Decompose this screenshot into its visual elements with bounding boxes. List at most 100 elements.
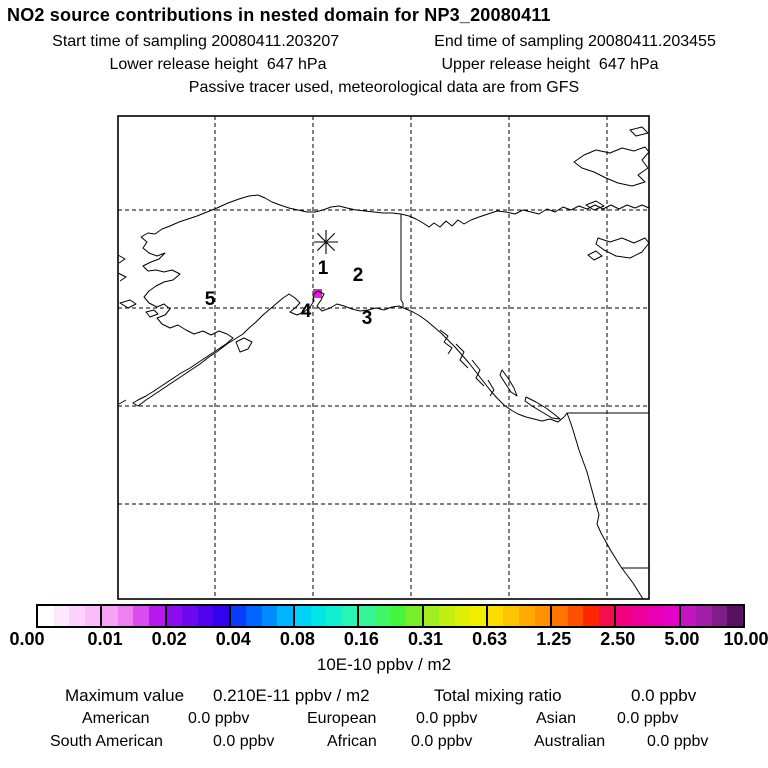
start-time-text: Start time of sampling 20080411.203207 <box>52 33 340 50</box>
colorbar-cell <box>487 606 504 626</box>
colorbar-segment <box>293 606 358 626</box>
colorbar-cell <box>102 606 118 626</box>
colorbar-segment <box>164 606 229 626</box>
colorbar-cell <box>552 606 568 626</box>
colorbar-segment <box>38 606 101 626</box>
colorbar-cell <box>598 606 615 626</box>
total-mixing-label: Total mixing ratio <box>434 686 562 705</box>
map-gridlines <box>118 116 649 599</box>
region-value: 0.0 ppbv <box>213 733 275 750</box>
colorbar-cell <box>69 606 85 626</box>
region-name: South American <box>50 733 163 750</box>
region-name: American <box>82 710 150 727</box>
total-mixing-value: 0.0 ppbv <box>631 686 697 705</box>
colorbar-cell <box>359 606 375 626</box>
region-name: European <box>307 710 377 727</box>
colorbar-cell <box>727 606 743 626</box>
colorbar-cell <box>133 606 149 626</box>
colorbar-cell <box>390 606 407 626</box>
colorbar-cell <box>117 606 134 626</box>
colorbar-cell <box>277 606 294 626</box>
colorbar-cell <box>230 606 247 626</box>
region-value: 0.0 ppbv <box>188 710 250 727</box>
release-height-line: Lower release height 647 hPa Upper releas… <box>0 56 768 74</box>
colorbar-cell <box>470 606 486 626</box>
colorbar-cell <box>663 606 679 626</box>
source-markers: 1 2 3 4 5 <box>205 258 373 329</box>
region-value: 0.0 ppbv <box>647 733 709 750</box>
tracer-note-text: Passive tracer used, meteorological data… <box>188 79 580 96</box>
colorbar-cell <box>148 606 165 626</box>
colorbar-tick-label: 0.16 <box>343 629 379 649</box>
colorbar-cell <box>38 606 54 626</box>
source-marker-label: 3 <box>362 308 373 329</box>
colorbar-cell <box>631 606 648 626</box>
colorbar-tick-label: 5.00 <box>664 629 700 649</box>
colorbar-tick-label: 0.02 <box>151 629 187 649</box>
colorbar-cell <box>567 606 584 626</box>
region-name: Australian <box>534 733 606 750</box>
colorbar-cell <box>616 606 632 626</box>
colorbar-cell <box>53 606 70 626</box>
upper-release-text: Upper release height 647 hPa <box>441 56 659 73</box>
lower-release-text: Lower release height 647 hPa <box>109 56 327 73</box>
source-marker-label: 4 <box>301 301 312 322</box>
sampling-time-line: Start time of sampling 20080411.203207 En… <box>0 33 768 51</box>
star-line <box>316 232 336 252</box>
colorbar-cell <box>374 606 391 626</box>
colorbar-tick-label: 0.00 <box>9 629 45 649</box>
colorbar-cell <box>295 606 311 626</box>
colorbar-cell <box>406 606 422 626</box>
colorbar-cell <box>246 606 262 626</box>
colorbar-segment <box>678 606 743 626</box>
political-borders <box>400 214 649 569</box>
colorbar-tick-label: 10.00 <box>723 629 768 649</box>
colorbar-cell <box>341 606 358 626</box>
colorbar-segment <box>421 606 486 626</box>
page-title: NO2 source contributions in nested domai… <box>7 5 551 25</box>
colorbar-cell <box>197 606 214 626</box>
colorbar-cell <box>310 606 327 626</box>
colorbar-ticks: 0.00 0.01 0.02 0.04 0.08 0.16 0.31 0.63 1.25 2.50… <box>0 629 768 649</box>
source-marker-label: 2 <box>353 265 364 286</box>
colorbar-cell <box>518 606 535 626</box>
source-marker-label: 5 <box>205 289 216 310</box>
colorbar-cell <box>534 606 551 626</box>
colorbar-segment <box>357 606 422 626</box>
colorbar-tick-label: 2.50 <box>600 629 636 649</box>
map-border <box>117 115 650 600</box>
region-name: African <box>327 733 377 750</box>
tracer-note-line: Passive tracer used, meteorological data… <box>0 79 768 97</box>
region-name: Asian <box>536 710 577 727</box>
colorbar-cell <box>647 606 664 626</box>
source-marker-label: 1 <box>318 258 329 279</box>
release-star-marker <box>314 230 338 254</box>
colorbar-tick-label: 1.25 <box>536 629 572 649</box>
colorbar-tick-label: 0.01 <box>87 629 123 649</box>
colorbar-tick-label: 0.63 <box>472 629 508 649</box>
colorbar-cell <box>261 606 278 626</box>
colorbar-segment <box>228 606 294 626</box>
max-value-label: Maximum value <box>65 686 185 705</box>
colorbar-cell <box>711 606 728 626</box>
end-time-text: End time of sampling 20080411.203455 <box>434 33 716 50</box>
colorbar-cell <box>583 606 599 626</box>
colorbar-cell <box>423 606 440 626</box>
region-value: 0.0 ppbv <box>617 710 679 727</box>
colorbar-cell <box>84 606 101 626</box>
colorbar-cell <box>166 606 183 626</box>
colorbar-tick-label: 0.31 <box>408 629 444 649</box>
release-point-square <box>313 289 322 298</box>
colorbar-cell <box>213 606 229 626</box>
region-value: 0.0 ppbv <box>411 733 473 750</box>
colorbar-segment <box>614 606 679 626</box>
colorbar-cell <box>680 606 697 626</box>
colorbar-cell <box>326 606 342 626</box>
colorbar-tick-label: 0.08 <box>279 629 315 649</box>
colorbar-tick-label: 0.04 <box>215 629 251 649</box>
colorbar-cell <box>454 606 471 626</box>
colorbar-segment <box>550 606 615 626</box>
region-value: 0.0 ppbv <box>416 710 478 727</box>
